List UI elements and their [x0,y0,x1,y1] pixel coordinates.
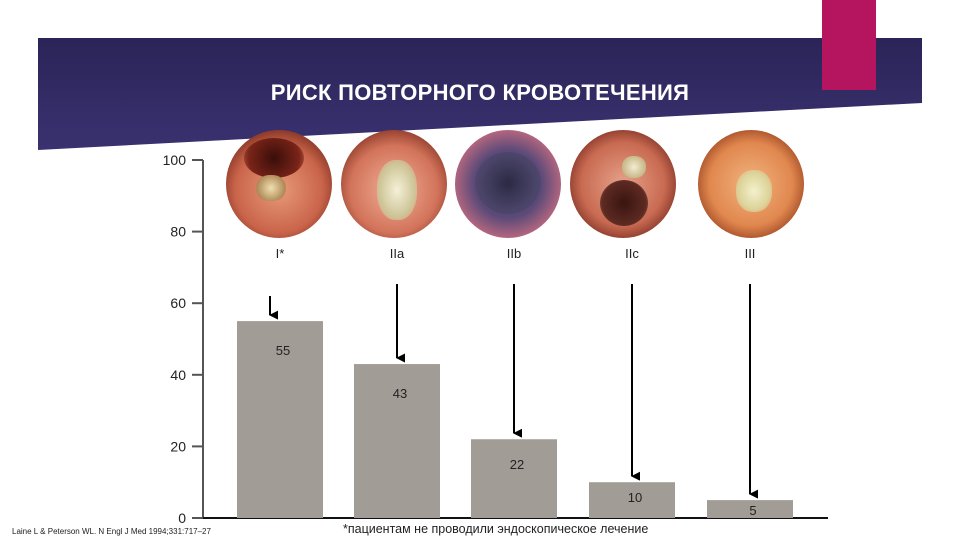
endoscopy-image-iib [455,130,561,238]
category-label-4: III [745,246,756,261]
data-label-1: 43 [393,386,407,401]
chart-title: РИСК ПОВТОРНОГО КРОВОТЕЧЕНИЯ [270,80,690,105]
data-label-2: 22 [510,457,524,472]
category-label-1: IIa [390,246,405,261]
y-tick-label-80: 80 [170,224,186,240]
data-label-4: 5 [749,503,756,518]
y-tick-label-0: 0 [178,510,186,526]
endoscopy-image-iia [341,130,447,238]
category-label-2: IIb [507,246,521,261]
footnote: *пациентам не проводили эндоскопическое … [343,522,649,536]
category-label-0: I* [276,246,285,261]
bar-4 [707,500,793,518]
endoscopy-image-iii [698,130,804,238]
category-label-3: IIc [625,246,639,261]
bar-0 [237,321,323,518]
accent-block [822,0,876,90]
citation: Laine L & Peterson WL. N Engl J Med 1994… [12,527,211,536]
endoscopy-image-i [226,130,332,238]
y-tick-label-40: 40 [170,367,186,383]
endoscopy-image-iic [570,130,676,238]
bar-1 [354,364,440,518]
y-tick-label-100: 100 [163,152,187,168]
y-tick-label-20: 20 [170,438,186,454]
bar-3 [589,482,675,518]
data-label-0: 55 [276,343,290,358]
y-tick-label-60: 60 [170,295,186,311]
bar-2 [471,439,557,518]
data-label-3: 10 [628,490,642,505]
